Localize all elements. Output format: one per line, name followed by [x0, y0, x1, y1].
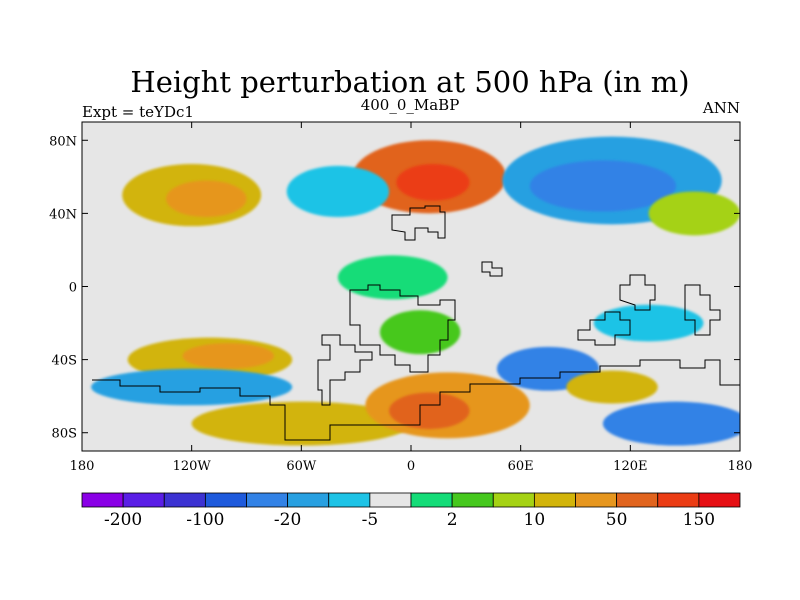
- colorbar-box: [492, 492, 535, 508]
- chart-title: Height perturbation at 500 hPa (in m): [130, 65, 689, 99]
- y-axis: 80N 40N 0 40S 80S: [49, 134, 740, 442]
- colorbar-box: [163, 492, 206, 508]
- colorbar-box: [122, 492, 165, 508]
- colorbar-label: -5: [362, 510, 379, 530]
- field-sh-east-cold: [602, 401, 740, 446]
- colorbar-box: [575, 492, 618, 508]
- field-sh-pacific-core: [182, 343, 274, 369]
- x-axis: 180 120W 60W 0 60E 120E 180: [70, 122, 753, 474]
- colorbar: -200 -100 -20 -5 2 10 50 150: [81, 492, 741, 530]
- colorbar-box: [81, 492, 124, 508]
- coastline-outline: [92, 205, 740, 441]
- subtitle-center: 400_0_MaBP: [361, 96, 460, 114]
- colorbar-box: [287, 492, 330, 508]
- coast-arabia: [481, 261, 503, 277]
- coast-australia: [577, 311, 631, 346]
- colorbar-box: [657, 492, 700, 508]
- y-tick-label: 0: [69, 281, 77, 296]
- y-tick-label: 40S: [52, 354, 77, 369]
- subtitle-left: Expt = teYDc1: [82, 103, 194, 121]
- field-nh-asia-cold-core: [529, 160, 677, 212]
- colorbar-box: [328, 492, 371, 508]
- field-sh-south-cold: [91, 368, 293, 406]
- field-sh-polar-warm-core: [389, 392, 470, 430]
- colorbar-box: [410, 492, 453, 508]
- colorbar-box: [698, 492, 741, 508]
- colorbar-label: 2: [447, 510, 458, 530]
- colorbar-box: [204, 492, 247, 508]
- field-sh-aus-blue: [593, 304, 704, 342]
- x-tick-label: 180: [728, 459, 753, 474]
- x-tick-label: 60W: [286, 459, 317, 474]
- colorbar-label: -100: [186, 510, 224, 530]
- subtitle-right: ANN: [702, 99, 740, 117]
- colorbar-box: [369, 492, 412, 508]
- field-nh-atlantic-cold: [286, 165, 390, 218]
- field-nh-pacific-core: [166, 180, 247, 218]
- x-tick-label: 60E: [508, 459, 534, 474]
- colorbar-label: 10: [524, 510, 546, 530]
- x-tick-label: 0: [407, 459, 415, 474]
- coast-east-islands: [619, 274, 721, 336]
- field-nh-pacific-east-warm: [648, 191, 740, 236]
- field-sh-indian-warm: [566, 370, 658, 404]
- colorbar-label: 150: [683, 510, 715, 530]
- colorbar-box: [451, 492, 494, 508]
- y-tick-label: 40N: [49, 207, 77, 222]
- field-nh-warm-core: [396, 164, 470, 201]
- x-tick-label: 120E: [613, 459, 647, 474]
- colorbar-box: [616, 492, 659, 508]
- colorbar-box: [533, 492, 576, 508]
- y-tick-label: 80S: [52, 427, 77, 442]
- colorbar-label: 50: [606, 510, 628, 530]
- coast-north-africa: [391, 205, 446, 241]
- coast-south-america: [317, 334, 373, 406]
- colorbar-label: -200: [104, 510, 142, 530]
- y-tick-label: 80N: [49, 134, 77, 149]
- field-tropic-green: [337, 255, 448, 300]
- x-tick-label: 120W: [173, 459, 212, 474]
- x-tick-label: 180: [70, 459, 95, 474]
- coast-antarctica: [92, 359, 740, 441]
- field-sh-polar-warm: [191, 401, 411, 446]
- colorbar-label: -20: [274, 510, 301, 530]
- colorbar-box: [246, 492, 289, 508]
- coast-africa: [349, 284, 456, 373]
